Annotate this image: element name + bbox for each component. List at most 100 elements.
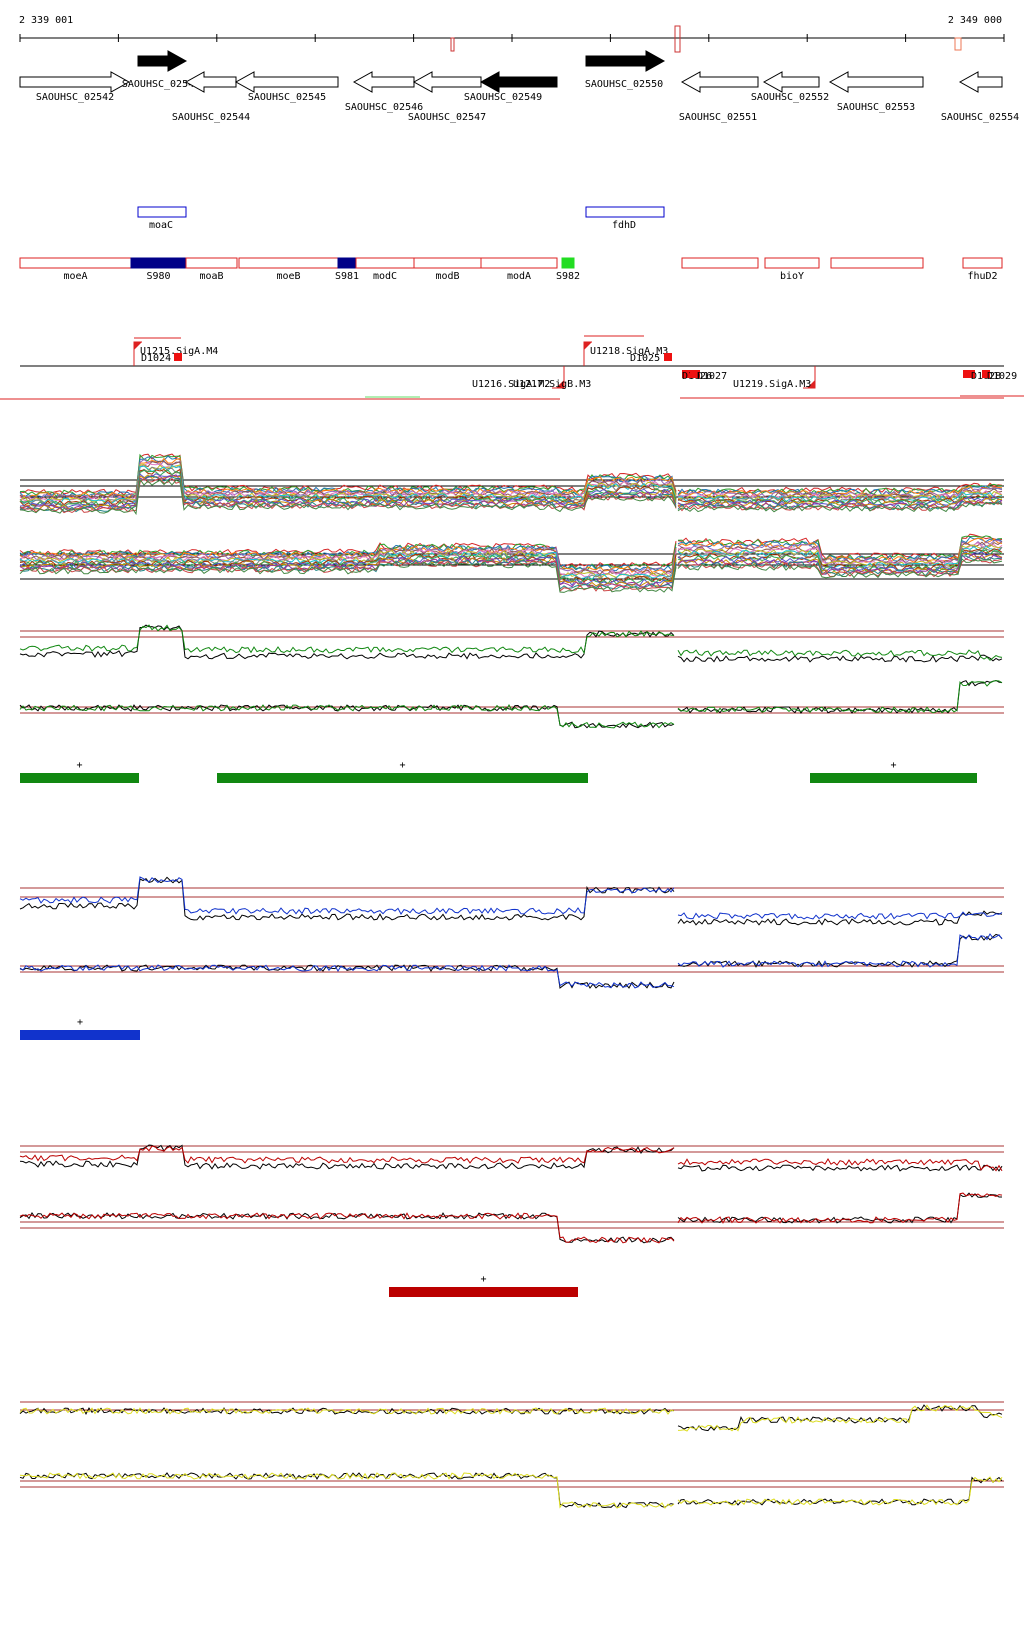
tiling-series-line — [19, 460, 677, 502]
blue-comparison-track: + — [19, 876, 1004, 1040]
red-annotation-box — [962, 257, 1003, 269]
ruler-end-label: 2 349 000 — [948, 15, 1002, 26]
gene-label: SAOUHSC_02547 — [408, 112, 486, 123]
gene-label: SAOUHSC_02552 — [751, 92, 829, 103]
tiling-series-line — [677, 482, 1003, 494]
yellow-comparison-track — [19, 1401, 1004, 1509]
tx-feature-label: D1024 — [141, 353, 171, 364]
ruler-feature-mark — [450, 37, 455, 52]
ruler-ticks — [19, 34, 1005, 42]
tiling-series-line — [19, 453, 677, 496]
segment-marker: + — [77, 1017, 83, 1028]
red-annotation-box — [337, 257, 357, 269]
gene-arrow — [958, 71, 1003, 93]
red-annotation-box — [19, 257, 132, 269]
red-annotation-label: bioY — [780, 271, 804, 282]
tiling-series-line — [19, 478, 677, 516]
red-annotation-box — [764, 257, 820, 269]
tx-feature-block — [690, 370, 698, 378]
gene-label: SAOUHSC_02546 — [345, 102, 423, 113]
red-annotation-box — [413, 257, 482, 269]
tx-feature-block — [174, 353, 182, 361]
blue-annotation-label: moaC — [149, 220, 173, 231]
blue-annotation-box — [585, 206, 665, 218]
tx-feature-label: D1027 — [697, 371, 727, 382]
signal-line — [19, 1145, 675, 1164]
red-annotation-box — [238, 257, 339, 269]
tiling-series-line — [677, 537, 1003, 563]
gene-arrow — [680, 71, 759, 93]
red-annotation-box — [130, 257, 187, 269]
signal-line — [19, 964, 675, 989]
red-annotation-label: moeB — [276, 271, 300, 282]
gene-label: SAOUHSC_02542 — [36, 92, 114, 103]
gene-label: SAOUHSC_02543 — [122, 79, 200, 90]
signal-line — [19, 704, 675, 729]
red-annotation-box — [185, 257, 238, 269]
coordinate-ruler: 2 339 001 2 349 000 — [19, 15, 1005, 53]
red-annotation-box — [681, 257, 759, 269]
tiling-series-line — [19, 561, 677, 593]
tiling-series-line — [19, 541, 677, 568]
signal-line — [677, 1192, 1003, 1224]
segment-bar — [810, 773, 977, 783]
tiling-series-line — [19, 455, 677, 498]
green-comparison-track: + + + — [19, 624, 1004, 783]
tx-promoter-head — [556, 380, 564, 388]
gene-arrow — [137, 50, 188, 72]
signal-line — [19, 1472, 675, 1509]
gene-arrow — [184, 71, 237, 93]
tiling-series-line — [19, 468, 677, 507]
gene-track: SAOUHSC_02542 SAOUHSC_02543 SAOUHSC_02544 S… — [19, 50, 1019, 123]
segment-marker: + — [399, 760, 405, 771]
red-annotation-label: S982 — [556, 271, 580, 282]
gene-label: SAOUHSC_02549 — [464, 92, 542, 103]
red-annotation-label: moaB — [199, 271, 223, 282]
gene-arrow — [479, 71, 558, 93]
tx-promoter-head — [584, 342, 592, 350]
signal-line — [677, 1404, 1003, 1432]
red-comparison-track: + — [19, 1144, 1004, 1297]
tiling-series-line — [19, 555, 677, 587]
signal-line — [19, 964, 675, 989]
blue-annotation-label: fdhD — [612, 220, 636, 231]
gene-arrow — [412, 71, 482, 93]
segment-marker: + — [890, 760, 896, 771]
tx-feature-label: U1219.SigA.M3 — [733, 379, 811, 390]
red-annotation-label: fhuD2 — [967, 271, 997, 282]
blue-annotation-track: moaC fdhD — [137, 206, 665, 231]
gene-label: SAOUHSC_02554 — [941, 112, 1019, 123]
signal-line — [19, 703, 675, 729]
tiling-series-line — [19, 547, 677, 575]
tx-feature-label: U1218.SigA.M3 — [590, 346, 668, 357]
gene-arrow — [352, 71, 415, 93]
segment-marker: + — [76, 760, 82, 771]
signal-line — [19, 876, 675, 915]
tx-promoter-head — [807, 380, 815, 388]
signal-line — [19, 624, 675, 660]
tiling-series-line — [677, 495, 1003, 508]
signal-line — [677, 654, 1003, 663]
gene-label: SAOUHSC_02551 — [679, 112, 757, 123]
gene-label: SAOUHSC_02544 — [172, 112, 250, 123]
expression-tiling-track — [19, 453, 1004, 593]
tiling-series-line — [677, 552, 1003, 574]
blue-annotation-box — [137, 206, 187, 218]
tx-feature-label: U1216.SigA.M2 — [472, 379, 550, 390]
signal-line — [677, 1158, 1003, 1172]
segment-bar — [389, 1287, 578, 1297]
tiling-series-line — [677, 487, 1003, 498]
segment-bar — [217, 773, 588, 783]
tiling-series-line — [19, 556, 677, 588]
tiling-series-line — [19, 544, 677, 572]
signal-line — [19, 1144, 675, 1170]
tx-feature-label: D1025 — [630, 353, 660, 364]
segment-marker: + — [480, 1274, 486, 1285]
red-annotation-box — [561, 257, 575, 269]
signal-line — [677, 1164, 1003, 1172]
signal-line — [677, 649, 1003, 661]
gene-arrow — [585, 50, 666, 72]
signal-line — [19, 1407, 675, 1415]
segment-bar — [20, 773, 139, 783]
